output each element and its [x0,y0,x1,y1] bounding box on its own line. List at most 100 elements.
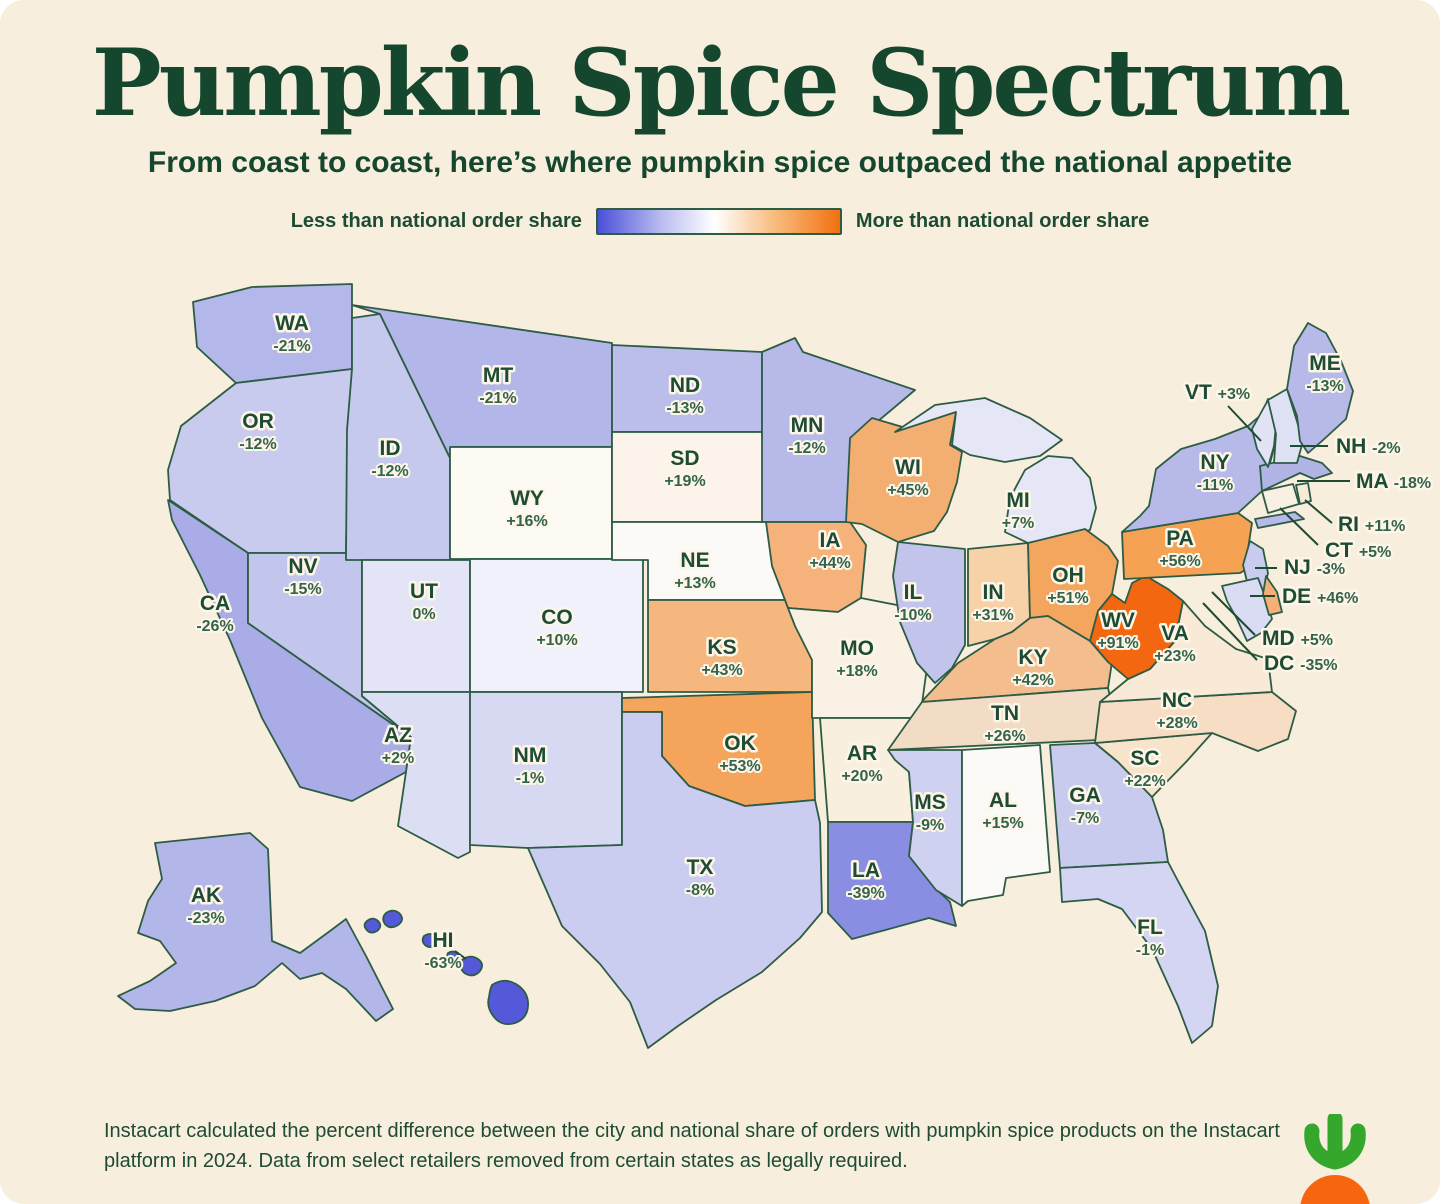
state-label-IL: IL [904,581,923,604]
state-label-NV: NV [288,555,317,578]
state-label-GA: GA [1069,784,1101,807]
state-label-FL: FL [1137,916,1163,939]
state-label-OR: OR [242,410,274,433]
state-label-AR: AR [847,742,877,765]
state-label-IA: IA [820,529,841,552]
state-label-VA: VA [1161,622,1189,645]
state-label-SC: SC [1130,747,1159,770]
state-label-WY: WY [510,487,544,510]
state-value-ND: -13% [666,400,703,417]
state-value-WY: +16% [506,513,547,530]
legend: Less than national order share More than… [0,207,1440,235]
state-value-WA: -21% [273,338,310,355]
state-label-WA: WA [275,312,309,335]
state-label-AL: AL [989,789,1017,812]
legend-gradient-bar [595,207,842,235]
state-value-AR: +20% [841,768,882,785]
callout-line [1279,507,1319,546]
state-label-ID: ID [380,437,401,460]
state-value-CA: -26% [196,618,233,635]
state-label-AZ: AZ [384,724,412,747]
state-MA [1259,455,1333,492]
state-label-KS: KS [707,636,736,659]
callout-line [1304,499,1333,524]
state-value-AL: +15% [982,815,1023,832]
state-HI [363,917,382,934]
legend-left-label: Less than national order share [290,209,582,232]
state-value-NV: -15% [284,581,321,598]
state-label-SD: SD [670,447,699,470]
state-label-TN: TN [991,702,1019,725]
carrot-body-icon [1300,1175,1370,1204]
state-NC [1094,691,1297,752]
state-label-NM: NM [514,744,547,767]
state-label-CO: CO [541,606,573,629]
state-HI [421,933,438,948]
callout-line [1211,591,1256,636]
callout-label-MA: MA -18% [1356,470,1431,493]
state-value-KS: +43% [701,662,742,679]
state-value-IN: +31% [972,607,1013,624]
state-value-IL: -10% [894,607,931,624]
callout-line [1202,602,1258,661]
state-HI [487,979,529,1026]
state-value-GA: -7% [1071,810,1099,827]
state-value-OK: +53% [719,758,760,775]
state-AL [961,744,1051,907]
state-value-FL: -1% [1136,942,1164,959]
footnote: Instacart calculated the percent differe… [104,1120,1280,1172]
state-CO [469,558,644,693]
callout-label-RI: RI +11% [1338,513,1405,536]
carrot-leaf-icon [1304,1114,1366,1170]
state-MD [1221,577,1273,642]
state-value-MI: +7% [1002,515,1034,532]
state-label-ME: ME [1309,352,1341,375]
state-value-OR: -12% [239,436,276,453]
state-value-TX: -8% [686,882,714,899]
state-WA [192,283,353,384]
state-label-MO: MO [840,637,874,660]
state-WV [1089,575,1184,680]
state-value-NE: +13% [674,575,715,592]
state-label-HI: HI [433,929,454,952]
state-value-LA: -39% [847,885,884,902]
state-value-ME: -13% [1306,378,1343,395]
state-value-MO: +18% [836,663,877,680]
callout-label-NH: NH -2% [1336,435,1401,458]
state-HI [382,909,403,929]
legend-right-label: More than national order share [855,209,1150,232]
state-value-NY: -11% [1197,477,1233,494]
state-label-TX: TX [687,856,714,879]
state-NY [1254,511,1305,529]
page-title: Pumpkin Spice Spectrum [91,28,1351,137]
state-value-IA: +44% [809,555,850,572]
state-value-MT: -21% [479,390,516,407]
state-AK [117,832,394,1022]
instacart-logo [1300,1114,1370,1204]
state-NM [469,691,623,849]
state-value-PA: +56% [1159,553,1200,570]
state-value-HI: -63% [424,955,461,972]
state-HI [459,955,483,977]
state-label-PA: PA [1166,527,1194,550]
callout-label-MD: MD +5% [1262,627,1333,650]
state-value-OH: +51% [1047,590,1088,607]
state-value-WV: +91% [1097,635,1138,652]
state-value-SD: +19% [664,473,705,490]
page-subtitle: From coast to coast, here’s where pumpki… [147,145,1293,179]
state-MO [787,597,929,719]
state-ME [1286,322,1354,454]
state-label-OK: OK [724,732,756,755]
callout-line [454,950,467,960]
state-label-MS: MS [914,791,946,814]
state-label-AK: AK [191,884,221,907]
state-value-VA: +23% [1154,648,1195,665]
state-value-KY: +42% [1012,672,1053,689]
state-label-LA: LA [852,859,880,882]
state-value-AZ: +2% [382,750,414,767]
state-value-NC: +28% [1156,715,1197,732]
callout-label-CT: CT +5% [1325,539,1391,562]
state-value-NM: -1% [516,770,544,787]
